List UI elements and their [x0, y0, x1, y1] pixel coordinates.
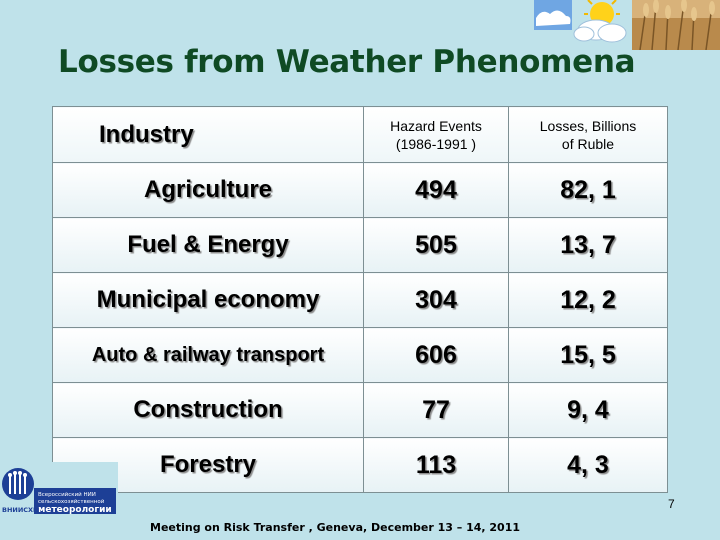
table-row: Agriculture 494 82, 1 [52, 162, 668, 218]
table-row: Municipal economy 304 12, 2 [52, 272, 668, 328]
industry-cell: Auto & railway transport [52, 327, 364, 383]
losses-cell: 9, 4 [508, 382, 668, 438]
slide-title: Losses from Weather Phenomena [58, 44, 636, 80]
table-row: Forestry 113 4, 3 [52, 437, 668, 493]
sun-cloud-icon [573, 0, 627, 43]
events-cell: 77 [363, 382, 509, 438]
weather-illustration [528, 0, 720, 50]
table-row: Construction 77 9, 4 [52, 382, 668, 438]
losses-cell: 82, 1 [508, 162, 668, 218]
industry-cell: Forestry [52, 437, 364, 493]
industry-cell: Fuel & Energy [52, 217, 364, 273]
losses-cell: 15, 5 [508, 327, 668, 383]
industry-cell: Municipal economy [52, 272, 364, 328]
industry-cell: Construction [52, 382, 364, 438]
events-cell: 304 [363, 272, 509, 328]
events-cell: 494 [363, 162, 509, 218]
logo-text-panel [34, 488, 116, 514]
table-row: Auto & railway transport 606 15, 5 [52, 327, 668, 383]
losses-cell: 4, 3 [508, 437, 668, 493]
table-header-row: Industry Hazard Events (1986-1991 ) Loss… [52, 106, 668, 163]
logo-line3: метеорологии [38, 505, 112, 515]
header-industry: Industry [52, 106, 364, 163]
logo-abbr: ВНИИСХМ [2, 506, 40, 514]
header-hazard-events: Hazard Events (1986-1991 ) [363, 106, 509, 163]
events-cell: 606 [363, 327, 509, 383]
industry-cell: Agriculture [52, 162, 364, 218]
logo-line1: Всероссийский НИИ [38, 491, 96, 498]
wheat-field [632, 0, 720, 50]
losses-cell: 12, 2 [508, 272, 668, 328]
events-cell: 113 [363, 437, 509, 493]
institute-logo: Всероссийский НИИ сельскохозяйственной м… [0, 462, 118, 518]
table-row: Fuel & Energy 505 13, 7 [52, 217, 668, 273]
page-number: 7 [668, 497, 675, 511]
losses-table: Industry Hazard Events (1986-1991 ) Loss… [52, 106, 668, 493]
header-losses: Losses, Billions of Ruble [508, 106, 668, 163]
events-cell: 505 [363, 217, 509, 273]
logo-line2: сельскохозяйственной [38, 498, 105, 505]
losses-cell: 13, 7 [508, 217, 668, 273]
logo-emblem [2, 468, 34, 500]
sky-panel [534, 0, 572, 30]
footer-text: Meeting on Risk Transfer , Geneva, Decem… [150, 521, 521, 534]
